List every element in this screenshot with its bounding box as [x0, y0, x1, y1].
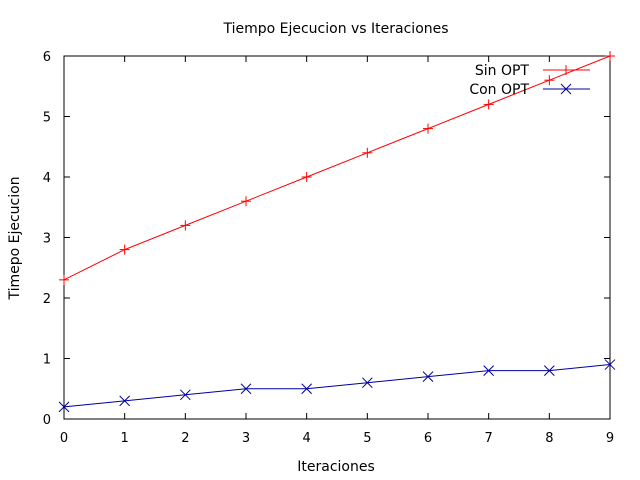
- data-point-series-2: [604, 359, 616, 370]
- data-point-series-2: [422, 371, 434, 383]
- plot-area: 0 1 2 3 4 5 6 7 8 9 0 1 2 3 4 5 6: [43, 50, 616, 446]
- y-tick-label: 2: [43, 292, 51, 307]
- x-axis-label: Iteraciones: [297, 459, 375, 475]
- data-point-series-2: [240, 383, 252, 395]
- series-line-2: [63, 364, 611, 408]
- y-tick-label: 0: [43, 413, 51, 428]
- plot-frame: [63, 55, 611, 420]
- data-point-series-1: [301, 172, 312, 182]
- y-tick-label: 5: [43, 111, 51, 126]
- y-tick-label: 1: [43, 353, 51, 368]
- y-tick-label: 4: [43, 171, 51, 186]
- data-point-series-1: [59, 274, 69, 285]
- legend: Sin OPT Con OPT: [469, 63, 590, 98]
- x-tick-label: 1: [121, 431, 129, 446]
- data-point-series-1: [544, 75, 555, 86]
- legend-marker-series-1: [561, 65, 571, 75]
- y-axis-label: Timepo Ejecucion: [7, 176, 23, 300]
- legend-marker-series-2: [560, 83, 572, 95]
- data-point-series-1: [241, 196, 251, 207]
- data-point-series-2: [58, 401, 70, 413]
- x-tick-label: 0: [60, 431, 68, 446]
- x-tick-label: 6: [424, 431, 432, 446]
- data-point-series-1: [180, 220, 191, 231]
- x-tick-label: 2: [181, 431, 189, 446]
- y-tick-label: 3: [43, 232, 51, 247]
- data-point-series-1: [362, 147, 373, 158]
- data-point-series-2: [301, 383, 313, 395]
- data-point-series-1: [423, 123, 433, 134]
- data-point-series-2: [361, 377, 373, 389]
- x-tick-label: 7: [485, 431, 493, 446]
- data-point-series-1: [119, 244, 130, 255]
- x-tick-label: 8: [545, 431, 553, 446]
- x-tick-label: 4: [303, 431, 311, 446]
- series-line-1: [63, 55, 611, 281]
- legend-label-series-2: Con OPT: [469, 82, 529, 98]
- chart-title: Tiempo Ejecucion vs Iteraciones: [222, 21, 448, 37]
- legend-label-series-1: Sin OPT: [475, 63, 530, 79]
- data-point-series-1: [605, 51, 615, 61]
- x-tick-label: 9: [606, 431, 614, 446]
- data-point-series-2: [179, 389, 191, 401]
- y-tick-label: 6: [43, 50, 51, 65]
- data-point-series-2: [483, 365, 495, 376]
- data-point-series-2: [543, 365, 555, 376]
- x-tick-label: 3: [242, 431, 250, 446]
- data-point-series-1: [483, 99, 494, 110]
- data-point-series-2: [119, 395, 131, 407]
- x-tick-label: 5: [363, 431, 371, 446]
